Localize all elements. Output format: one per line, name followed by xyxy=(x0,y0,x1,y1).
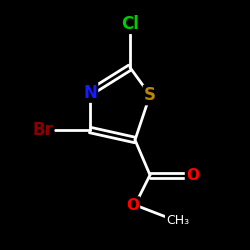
Text: O: O xyxy=(186,168,199,182)
Text: Br: Br xyxy=(32,121,53,139)
Text: Cl: Cl xyxy=(121,15,139,33)
Text: O: O xyxy=(126,198,139,212)
Text: S: S xyxy=(144,86,156,104)
Text: CH₃: CH₃ xyxy=(166,214,189,226)
Text: N: N xyxy=(83,84,97,102)
